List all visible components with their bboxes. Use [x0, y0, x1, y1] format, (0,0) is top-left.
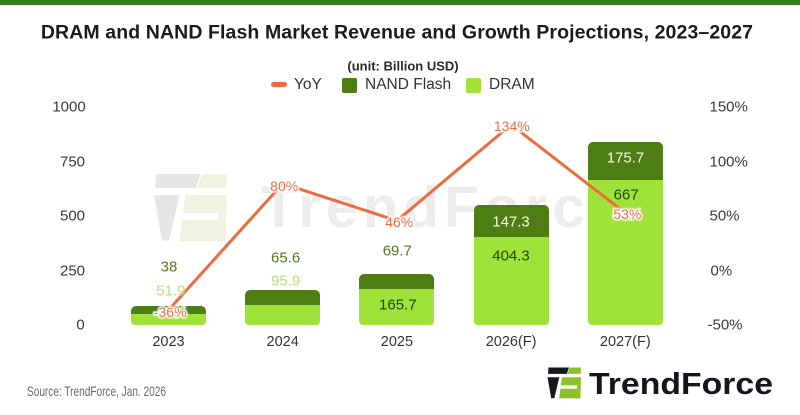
svg-text:TrendForce: TrendForce: [261, 175, 627, 240]
svg-text:TrendForce: TrendForce: [589, 366, 773, 401]
